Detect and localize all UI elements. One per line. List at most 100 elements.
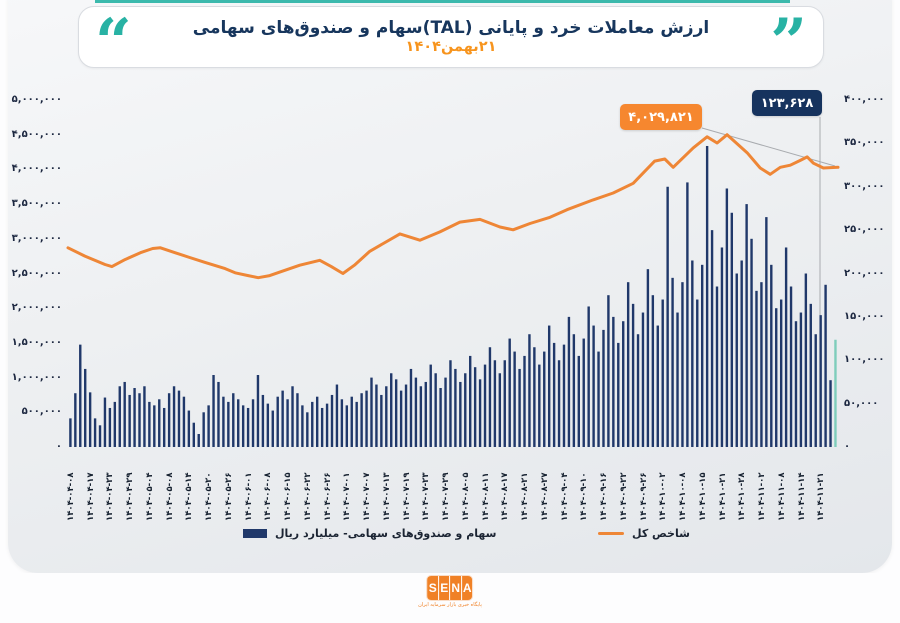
bar [567,316,571,448]
bar [261,394,265,447]
y-left-tick-label: ۵,۰۰۰,۰۰۰ [11,94,62,105]
bar [271,410,274,447]
x-axis-tick-label: ۱۴۰۴-۰۶-۰۱ [243,472,254,521]
y-left-tick-label: ۳,۰۰۰,۰۰۰ [11,232,62,244]
bar [84,368,87,448]
bar [385,386,388,447]
bar [671,277,674,447]
x-axis-tick-label: ۱۴۰۴-۰۴-۰۸ [66,472,76,521]
sena-tagline: پایگاه خبری بازار سرمایه ایران [418,602,482,608]
bar [79,344,82,447]
bar [686,182,689,447]
bar [306,412,309,447]
bar [439,388,442,447]
bar [375,384,378,447]
sena-logo-letter: E [438,576,450,600]
bar [824,284,827,447]
bar [93,418,97,447]
bar [538,364,541,447]
y-right-tick-label: ۱۰۰,۰۰۰ [844,354,885,366]
bar [162,407,166,447]
x-axis-tick-label: ۱۴۰۴-۰۷-۲۳ [421,472,432,521]
bar [434,373,437,447]
x-axis-tick-label: ۱۴۰۴-۱۱-۲۱ [816,472,827,521]
bar [661,299,664,447]
bar [755,290,758,447]
bar [612,316,615,448]
y-left-tick-label: ۱,۵۰۰,۰۰۰ [11,336,62,348]
bar [789,286,793,447]
bar [676,312,679,447]
bar [172,386,176,447]
bar [705,145,709,448]
bar [330,394,334,447]
bar [760,282,763,447]
x-axis-tick-label: ۱۴۰۴-۰۹-۱۶ [599,472,610,521]
bar [735,273,738,447]
bar [449,360,452,447]
y-right-tick-label: ۴۰۰,۰۰۰ [844,94,885,105]
bar [770,264,773,447]
bar [469,355,472,447]
x-axis-tick-label: ۱۴۰۴-۱۰-۰۲ [658,472,669,521]
bar [602,329,605,447]
bar [543,351,546,447]
bar [118,386,121,447]
bar [498,373,502,447]
leader-line-index-annotation [701,127,836,167]
bar [113,401,117,447]
bar [128,394,131,447]
x-axis-tick-label: ۱۴۰۴-۰۸-۲۷ [539,472,550,521]
bar [681,282,684,447]
bar [577,355,580,447]
bar [301,405,304,447]
x-axis-tick-label: ۱۴۰۴-۰۶-۰۸ [263,472,274,521]
bar [424,381,427,447]
x-axis-tick-label: ۱۴۰۴-۰۹-۰۴ [559,472,570,521]
bar [241,405,245,447]
bar [533,347,536,447]
bar [192,422,195,447]
x-axis-tick-label: ۱۴۰۴-۱۰-۲۱ [717,472,728,521]
bar [222,396,225,447]
bar [360,393,363,447]
bar [311,401,314,447]
bar [98,425,102,447]
bar [607,295,610,447]
bar [488,347,492,447]
plot-area [66,117,840,448]
bar [133,388,136,447]
x-axis-tick-label: ۱۴۰۴-۰۵-۰۴ [144,472,155,521]
bar [513,351,516,447]
y-left-tick-label: ۰ [55,441,62,452]
bar [419,386,423,447]
bar [237,399,240,447]
bar [187,410,191,447]
x-axis-tick-label: ۱۴۰۴-۰۴-۲۳ [105,472,116,521]
bar [399,390,403,447]
bar [217,381,220,447]
bar [799,312,803,447]
bar [296,393,299,447]
x-axis-tick-label: ۱۴۰۴-۰۷-۱۳ [381,472,392,521]
open-quote-icon: “ [95,5,132,80]
sena-logo-letter: S [427,576,438,600]
x-axis-tick-label: ۱۴۰۴-۰۵-۱۴ [184,472,195,521]
bar [656,325,659,447]
bar [784,247,788,447]
bar [370,377,373,447]
bar [508,338,511,447]
bar [765,217,768,447]
bar [552,342,556,447]
bar [444,377,447,447]
bar [320,407,324,447]
top-accent-bar [95,0,790,3]
bar [345,405,349,447]
bar [775,308,778,447]
y-left-tick-label: ۲,۰۰۰,۰۰۰ [11,302,62,314]
x-axis-tick-label: ۱۴۰۴-۰۸-۱۱ [480,472,491,521]
y-left-tick-label: ۴,۵۰۰,۰۰۰ [11,128,62,140]
bar [74,393,77,447]
bar [794,321,798,447]
